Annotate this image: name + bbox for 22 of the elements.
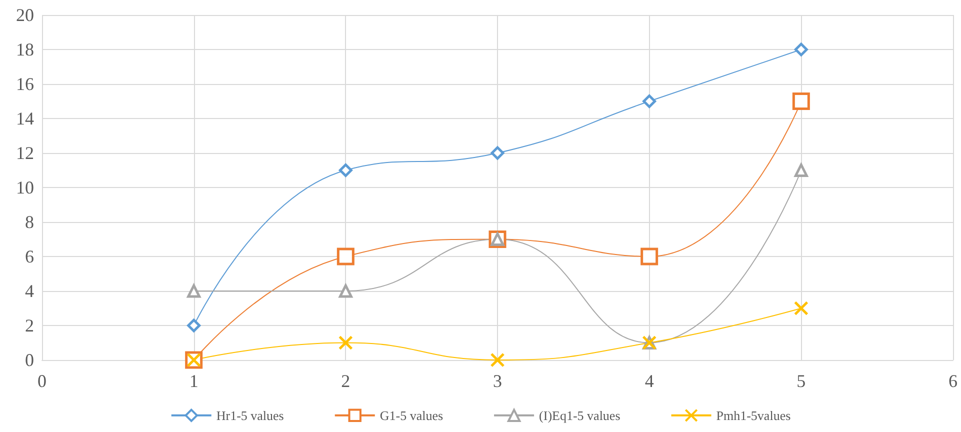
y-tick-label: 14 (16, 108, 34, 128)
x-tick-label: 3 (493, 371, 502, 391)
x-tick-label: 5 (796, 371, 806, 391)
y-tick-label: 10 (16, 178, 34, 198)
y-tick-label: 20 (16, 5, 34, 25)
y-tick-label: 16 (16, 74, 34, 94)
y-tick-label: 4 (25, 281, 34, 301)
x-tick-label: 2 (341, 371, 350, 391)
x-tick-label: 1 (189, 371, 198, 391)
x-tick-label: 4 (644, 371, 654, 391)
y-tick-label: 12 (16, 143, 34, 163)
x-tick-label: 6 (948, 371, 958, 391)
legend-label: Pmh1-5values (716, 408, 791, 423)
y-tick-label: 8 (25, 212, 34, 232)
x-tick-label: 0 (38, 371, 46, 391)
y-tick-label: 2 (25, 316, 34, 336)
legend-label: (I)Eq1-5 values (539, 408, 620, 423)
y-tick-label: 18 (16, 40, 34, 60)
legend-label: G1-5 values (380, 408, 444, 423)
y-tick-label: 0 (25, 350, 34, 370)
y-tick-label: 6 (25, 246, 34, 266)
legend-label: Hr1-5 values (216, 408, 284, 423)
